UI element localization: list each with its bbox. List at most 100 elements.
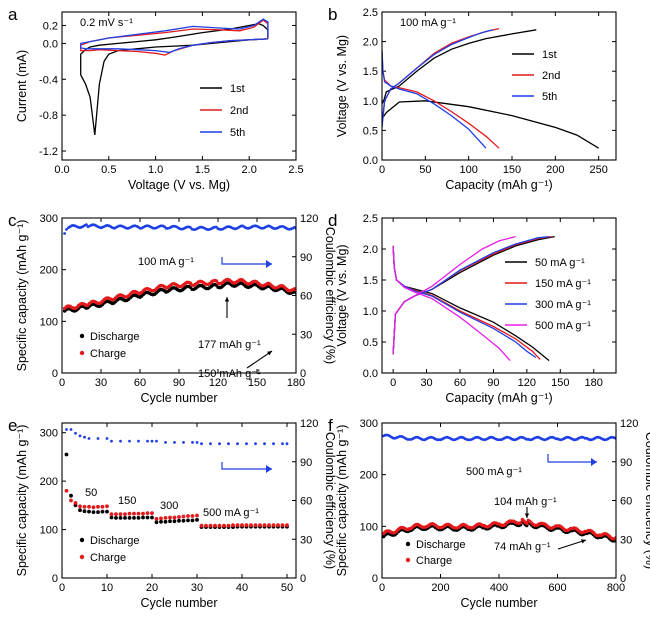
data-point-red <box>271 523 276 528</box>
x-axis-label: Cycle number <box>140 596 217 610</box>
data-point-blue <box>65 428 68 431</box>
data-point-red <box>258 523 262 528</box>
data-point-blue <box>209 442 212 446</box>
x-tick-label: 10 <box>101 582 113 594</box>
y-tick-label: 0 <box>52 573 58 585</box>
series-line-red <box>382 27 500 125</box>
annotation: 150 mAh g⁻¹ <box>198 368 261 380</box>
data-point-red <box>136 511 141 516</box>
x-tick-label: 200 <box>431 582 449 594</box>
y-tick-label: 1.0 <box>363 306 378 318</box>
series-line-red <box>382 50 500 149</box>
y-tick-label: -1.2 <box>39 146 58 158</box>
y-tick-label: 300 <box>40 428 58 440</box>
y-tick-label: 1.5 <box>363 66 378 78</box>
axis-indicator-arrowhead <box>591 458 597 466</box>
data-point-blue <box>245 442 248 446</box>
data-point-red <box>267 523 271 528</box>
series-line-blue <box>80 18 269 54</box>
x-axis-label: Cycle number <box>460 596 537 610</box>
y2-tick-label: 30 <box>300 534 312 546</box>
data-point-red <box>276 523 280 528</box>
annotation: 300 <box>160 500 178 512</box>
y2-tick-label: 0 <box>300 368 306 380</box>
legend-marker <box>79 537 85 543</box>
annotation: 500 mA g⁻¹ <box>203 507 259 519</box>
y2-tick-label: 0 <box>300 573 306 585</box>
plot-area <box>64 428 289 529</box>
data-point-red <box>154 517 159 521</box>
y2-tick-label: 0 <box>620 573 626 585</box>
y-tick-label: 0.0 <box>363 368 378 380</box>
axis-indicator-arrowhead <box>266 465 272 473</box>
data-point-black <box>123 516 127 520</box>
data-point-black <box>132 516 136 520</box>
plot-area <box>80 18 269 135</box>
data-point-red <box>285 523 289 528</box>
series-line-red <box>392 245 541 360</box>
data-point-red <box>213 523 217 528</box>
data-point-red <box>177 515 181 519</box>
legend-label: 1st <box>230 83 245 95</box>
data-point-black <box>100 509 105 514</box>
data-point-red <box>132 511 136 516</box>
y2-tick-label: 120 <box>300 418 318 430</box>
data-point-blue <box>285 442 289 446</box>
panel-e: e 0 10 20 30 40 50 0 100 200 300 0 30 60 90 120 Cycle nu… <box>8 416 337 610</box>
plot-frame <box>61 217 297 374</box>
data-point-blue <box>137 439 140 443</box>
data-point-red <box>235 523 240 528</box>
x-tick-label: 0 <box>379 582 385 594</box>
data-point-red <box>150 511 154 515</box>
data-point-black <box>163 519 168 524</box>
annotation-arrowhead <box>581 539 586 544</box>
data-point-black <box>64 452 69 457</box>
plot-frame <box>381 217 617 374</box>
y2-axis-label: Coulombic efficiency (%) <box>323 227 337 364</box>
plot-area <box>382 27 600 149</box>
data-point-red <box>127 511 132 516</box>
annotation: 150 <box>118 495 136 507</box>
data-point-red <box>105 504 109 509</box>
plot-frame <box>61 11 297 161</box>
data-point-red <box>190 514 195 518</box>
series-line-magenta <box>392 235 516 355</box>
x-tick-label: 200 <box>546 164 564 176</box>
data-point-blue <box>78 434 82 438</box>
legend-marker <box>405 541 411 547</box>
annotation: 74 mAh g⁻¹ <box>494 541 551 553</box>
data-point-red <box>168 515 172 520</box>
y-tick-label: 2.0 <box>363 244 378 256</box>
data-point-blue <box>85 223 88 227</box>
legend-label: 500 mA g⁻¹ <box>535 320 591 332</box>
legend-label: 1st <box>542 49 557 61</box>
data-point-red <box>141 511 145 516</box>
data-point-blue <box>146 439 149 443</box>
legend-label: 2nd <box>542 70 560 82</box>
data-point-blue <box>74 431 77 435</box>
x-tick-label: 1.5 <box>195 164 210 176</box>
panel-label: d <box>328 211 337 230</box>
annotation: 500 mA g⁻¹ <box>466 466 522 478</box>
data-point-red <box>145 511 150 515</box>
data-point-red <box>96 504 100 509</box>
y-tick-label: 0.0 <box>43 38 58 50</box>
data-point-red <box>262 523 267 528</box>
y-axis-label: Specific capacity (mAh g⁻¹) <box>335 425 349 577</box>
data-point-black <box>91 510 96 514</box>
data-point-black <box>150 515 154 520</box>
data-point-red <box>249 523 253 528</box>
x-tick-label: 600 <box>548 582 566 594</box>
data-point-red <box>91 505 96 510</box>
data-point-blue <box>227 442 230 446</box>
data-point-red <box>118 512 123 516</box>
data-point-blue <box>218 442 221 446</box>
x-axis-label: Capacity (mAh g⁻¹) <box>445 178 552 192</box>
y-tick-label: 0 <box>372 573 378 585</box>
y2-tick-label: 120 <box>300 213 318 225</box>
legend-label: 300 mA g⁻¹ <box>535 299 591 311</box>
legend-label: Charge <box>90 552 126 564</box>
data-point-red <box>82 504 87 509</box>
y-tick-label: 0.5 <box>363 125 378 137</box>
legend-label: 2nd <box>230 105 248 117</box>
